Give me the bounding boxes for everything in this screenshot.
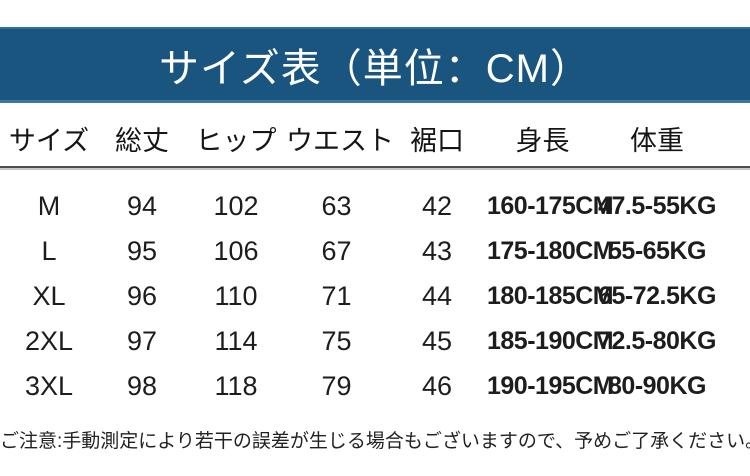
col-header-size: サイズ xyxy=(8,126,90,156)
table-cell: M xyxy=(37,191,61,221)
table-cell: 114 xyxy=(214,326,258,356)
title-banner: サイズ表（単位：CM） xyxy=(0,27,750,103)
table-cell: 106 xyxy=(213,236,259,266)
table-cell: 94 xyxy=(126,191,158,221)
table-row: M 94 102 63 42 160-175CM 47.5-55KG xyxy=(0,184,717,229)
col-header-waist: ウエスト xyxy=(286,126,394,156)
table-row: 2XL 97 114 75 45 185-190CM 72.5-80KG xyxy=(0,319,716,364)
table-cell: 63 xyxy=(321,191,352,221)
col-header-weight: 体重 xyxy=(630,126,684,156)
table-row: L 95 106 67 43 175-180CM 55-65KG xyxy=(0,229,716,274)
table-row: 3XL 98 118 79 46 190-195CM 80-90KG xyxy=(0,364,716,409)
table-cell: 55-65KG xyxy=(608,237,706,265)
table-cell: 79 xyxy=(321,371,352,401)
col-header-length: 総丈 xyxy=(115,126,169,156)
table-cell: 118 xyxy=(214,371,258,401)
table-cell: 80-90KG xyxy=(608,372,706,400)
table-cell: 97 xyxy=(126,326,158,356)
table-cell: 180-185CM xyxy=(487,282,614,310)
table-row: XL 96 110 71 44 180-185CM 65-72.5KG xyxy=(0,274,716,319)
table-cell: 43 xyxy=(421,236,453,266)
table-cell: 110 xyxy=(214,281,258,311)
table-cell: 67 xyxy=(321,236,352,266)
table-cell: 2XL xyxy=(24,326,74,356)
table-body: M 94 102 63 42 160-175CM 47.5-55KG L 95 … xyxy=(0,168,750,409)
table-cell: 71 xyxy=(321,281,352,311)
table-cell: 3XL xyxy=(24,371,74,401)
table-cell: 42 xyxy=(421,191,453,221)
page-title: サイズ表（単位：CM） xyxy=(158,46,591,91)
table-cell: L xyxy=(41,236,57,266)
col-header-hip: ヒップ xyxy=(195,126,277,156)
table-header-row: サイズ 総丈 ヒップ ウエスト 裾口 身長 体重 xyxy=(0,103,716,166)
table-cell: 160-175CM xyxy=(487,192,614,220)
table-cell: 44 xyxy=(421,281,453,311)
table-cell: 185-190CM xyxy=(487,327,614,355)
table-cell: 96 xyxy=(126,281,158,311)
size-table: サイズ 総丈 ヒップ ウエスト 裾口 身長 体重 M 94 102 63 42 … xyxy=(0,103,750,409)
disclaimer-note: ご注意:手動測定により若干の誤差が生じる場合もございますので、予めご了承ください… xyxy=(0,431,750,452)
table-cell: 47.5-55KG xyxy=(598,192,716,220)
header-divider xyxy=(0,166,750,168)
table-cell: 46 xyxy=(421,371,453,401)
table-cell: 102 xyxy=(213,191,259,221)
table-cell: 95 xyxy=(126,236,158,266)
col-header-height: 身長 xyxy=(515,126,570,156)
table-cell: 98 xyxy=(126,371,158,401)
table-cell: 65-72.5KG xyxy=(598,282,716,310)
table-cell: 190-195CM xyxy=(487,372,614,400)
table-cell: XL xyxy=(32,281,66,311)
table-cell: 72.5-80KG xyxy=(598,327,716,355)
col-header-hem: 裾口 xyxy=(410,126,464,156)
table-cell: 175-180CM xyxy=(487,237,614,265)
table-cell: 45 xyxy=(421,326,453,356)
table-cell: 75 xyxy=(321,326,352,356)
